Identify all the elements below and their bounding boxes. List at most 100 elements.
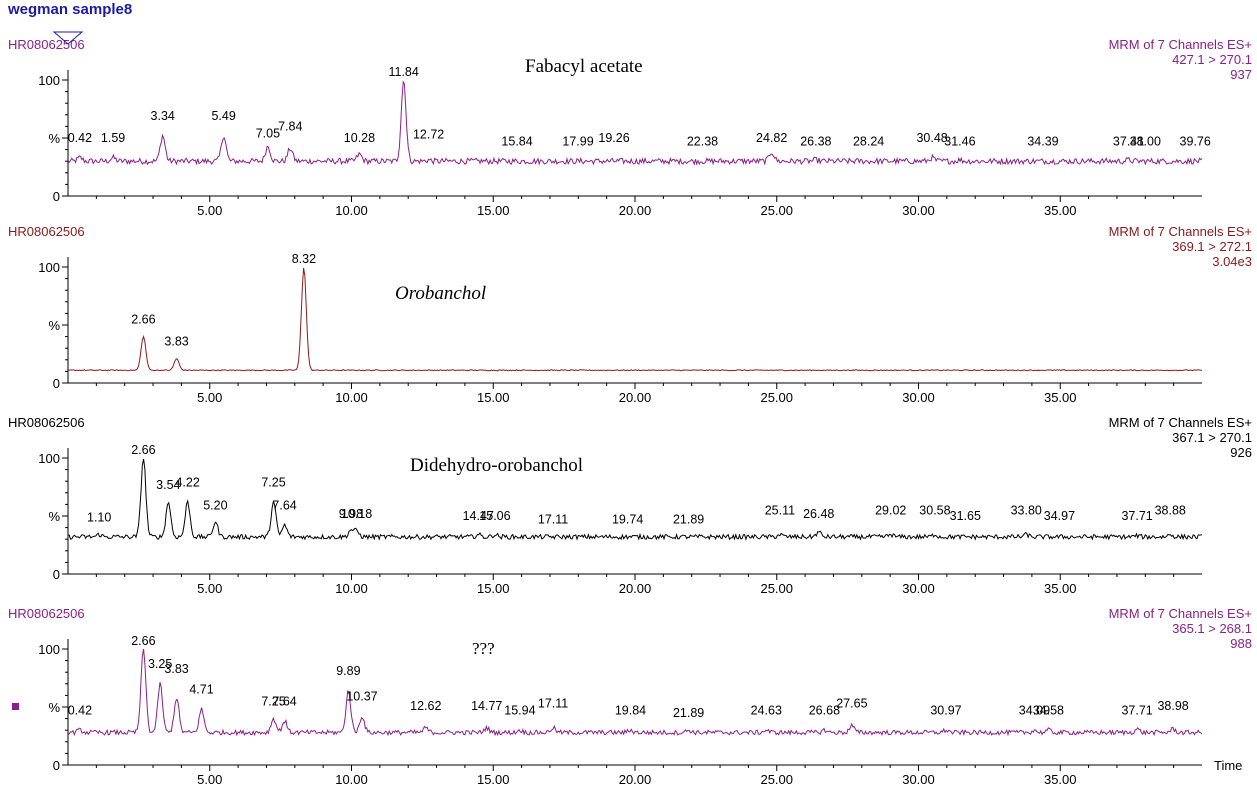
peak-label: 26.68 [809, 704, 840, 718]
peak-label: 30.48 [916, 131, 947, 145]
peak-label: 0.42 [68, 704, 92, 718]
peak-label: 24.63 [751, 704, 782, 718]
x-tick-label: 15.00 [477, 581, 510, 596]
x-tick-label: 25.00 [760, 772, 793, 787]
x-tick-label: 5.00 [197, 390, 222, 405]
peak-label: 15.94 [504, 704, 535, 718]
x-tick-label: 35.00 [1044, 203, 1077, 218]
peak-label: 33.80 [1011, 503, 1042, 517]
channel-label: MRM of 7 Channels ES+ [1109, 606, 1252, 621]
peak-label: 15.06 [479, 509, 510, 523]
peak-label: 5.49 [211, 109, 235, 123]
peak-label: 26.48 [803, 507, 834, 521]
y-tick-label: % [48, 318, 60, 333]
peak-label: 7.25 [261, 475, 285, 489]
x-tick-label: 35.00 [1044, 772, 1077, 787]
peak-label: 31.65 [950, 509, 981, 523]
peak-label: 9.89 [336, 664, 360, 678]
peak-label: 38.00 [1130, 135, 1161, 149]
y-tick-label: 100 [38, 260, 60, 275]
x-tick-label: 10.00 [335, 203, 368, 218]
peak-label: 37.71 [1121, 704, 1152, 718]
peak-label: 30.97 [930, 704, 961, 718]
peak-label: 3.54 [156, 478, 180, 492]
peak-label: 22.38 [687, 135, 718, 149]
peak-label: 3.25 [148, 657, 172, 671]
x-tick-label: 10.00 [335, 581, 368, 596]
peak-label: 15.84 [501, 135, 532, 149]
x-tick-label: 5.00 [197, 203, 222, 218]
marker-icon [52, 31, 84, 45]
channel-label: MRM of 7 Channels ES+ [1109, 415, 1252, 430]
compound-annotation: Fabacyl acetate [525, 56, 643, 77]
peak-label: 1.10 [87, 510, 111, 524]
compound-annotation: Orobanchol [395, 283, 486, 304]
series-line [67, 267, 1203, 372]
peak-label: 19.74 [612, 513, 643, 527]
peak-label: 10.28 [344, 131, 375, 145]
peak-label: 11.84 [388, 65, 418, 79]
peak-label: 14.77 [471, 699, 502, 713]
x-tick-label: 15.00 [477, 772, 510, 787]
peak-label: 1.59 [101, 131, 125, 145]
channel-label: MRM of 7 Channels ES+ [1109, 37, 1252, 52]
compound-annotation: ??? [472, 639, 495, 658]
x-tick-label: 30.00 [902, 772, 935, 787]
peak-label: 34.09 [1019, 704, 1050, 718]
x-tick-label: 5.00 [197, 581, 222, 596]
channel-label: MRM of 7 Channels ES+ [1109, 224, 1252, 239]
peak-label: 17.11 [538, 513, 568, 527]
x-tick-label: 10.00 [335, 390, 368, 405]
series-line [67, 80, 1203, 166]
x-tick-label: 20.00 [619, 390, 652, 405]
peak-label: 34.58 [1033, 704, 1064, 718]
y-tick-label: % [48, 700, 60, 715]
peak-label: 0.42 [68, 131, 92, 145]
peak-label: 2.66 [131, 443, 155, 457]
peak-label: 19.26 [598, 131, 629, 145]
series-line [67, 648, 1203, 737]
peak-label: 10.37 [346, 690, 377, 704]
x-tick-label: 15.00 [477, 203, 510, 218]
peak-label: 28.24 [853, 135, 884, 149]
x-tick-label: 30.00 [902, 390, 935, 405]
peak-label: 7.84 [278, 120, 302, 134]
x-tick-label: 30.00 [902, 581, 935, 596]
sample-id: HR08062506 [8, 224, 85, 239]
y-tick-label: 100 [38, 451, 60, 466]
x-tick-label: 25.00 [760, 581, 793, 596]
intensity-label: 937 [1230, 67, 1252, 82]
transition-label: 427.1 > 270.1 [1172, 52, 1252, 67]
sample-id: HR08062506 [8, 37, 85, 52]
peak-label: 34.97 [1044, 509, 1075, 523]
peak-label: 7.25 [261, 694, 285, 708]
peak-label: 4.22 [175, 475, 199, 489]
compound-annotation: Didehydro-orobanchol [410, 455, 583, 476]
y-tick-label: % [48, 509, 60, 524]
y-tick-label: 0 [53, 567, 60, 582]
channel-marker-icon [12, 703, 19, 710]
y-tick-label: 0 [53, 376, 60, 391]
peak-label: 37.41 [1113, 135, 1144, 149]
sample-id: HR08062506 [8, 415, 85, 430]
page-title: wegman sample8 [8, 1, 133, 18]
peak-label: 26.38 [800, 135, 831, 149]
peak-label: 39.76 [1180, 135, 1211, 149]
peak-label: 21.89 [673, 513, 704, 527]
x-tick-label: 5.00 [197, 772, 222, 787]
y-tick-label: 100 [38, 642, 60, 657]
x-tick-label: 25.00 [760, 390, 793, 405]
peak-label: 9.98 [339, 507, 363, 521]
x-tick-label: 35.00 [1044, 390, 1077, 405]
x-axis-unit: Time [1214, 758, 1242, 773]
peak-label: 29.02 [875, 503, 906, 517]
y-tick-label: % [48, 131, 60, 146]
y-tick-label: 100 [38, 73, 60, 88]
intensity-label: 3.04e3 [1212, 254, 1252, 269]
peak-label: 4.71 [189, 683, 213, 697]
peak-label: 17.11 [538, 697, 568, 711]
y-tick-label: 0 [53, 758, 60, 773]
peak-label: 34.39 [1027, 135, 1058, 149]
x-tick-label: 20.00 [619, 772, 652, 787]
